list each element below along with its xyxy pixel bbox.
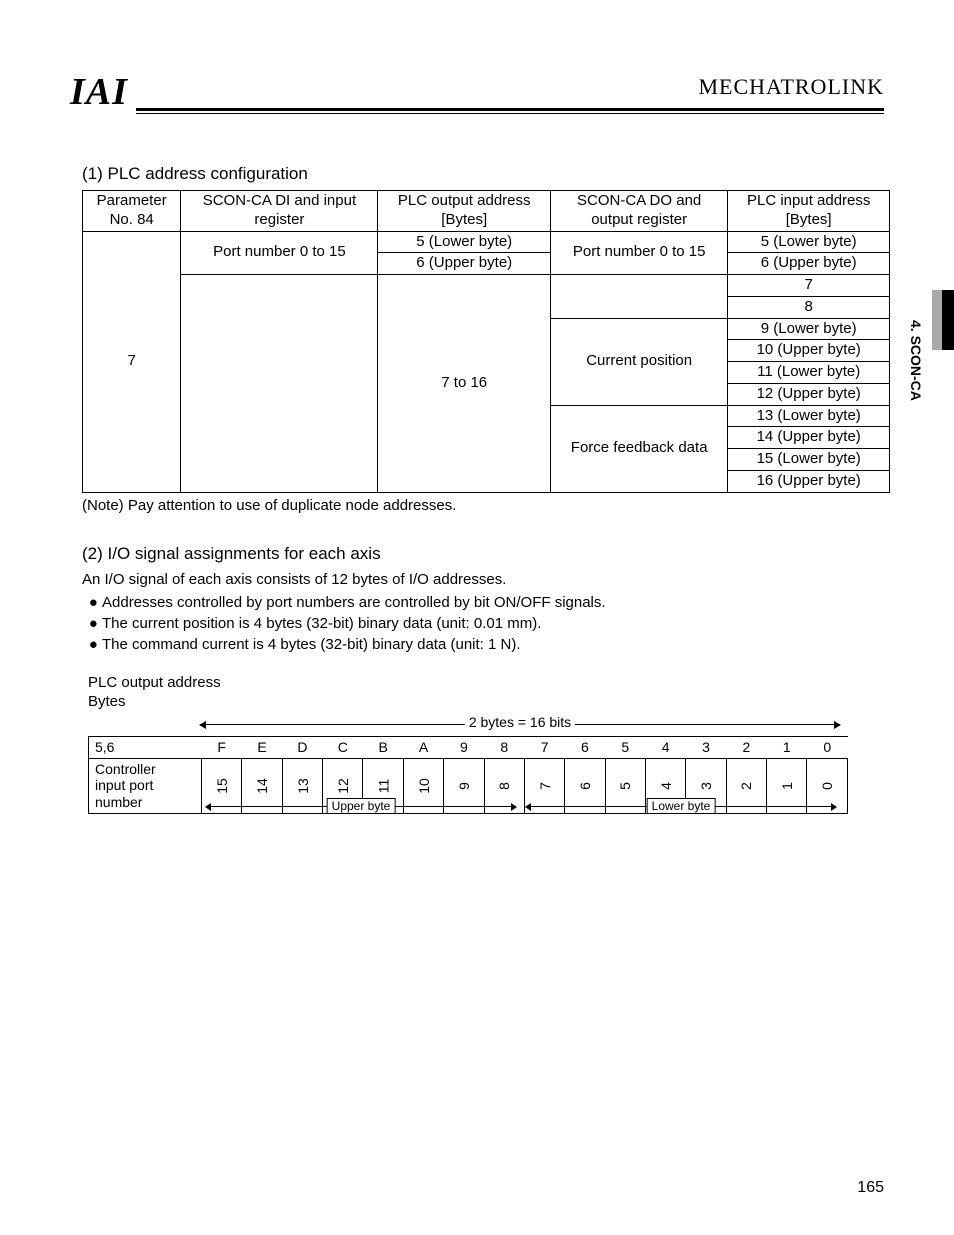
section2-intro: An I/O signal of each axis consists of 1… <box>82 570 884 590</box>
bit-hex: D <box>282 736 322 758</box>
plc-output-label: PLC output address Bytes <box>88 673 884 712</box>
bit-hex: 0 <box>807 736 848 758</box>
out-byte: 5 (Lower byte) <box>378 231 550 253</box>
bit-hex: B <box>363 736 403 758</box>
page-header: IAI MECHATROLINK <box>70 70 884 114</box>
col-header: SCON-CA DO andoutput register <box>550 191 727 232</box>
bullet-item: The current position is 4 bytes (32-bit)… <box>102 613 884 634</box>
bit-cell: 11 <box>363 758 403 813</box>
in-byte: 6 (Upper byte) <box>728 253 890 275</box>
in-byte: 9 (Lower byte) <box>728 318 890 340</box>
param-value: 7 <box>83 231 181 492</box>
bit-row2-label: Controller input port number <box>89 758 202 813</box>
bit-hex: 1 <box>767 736 807 758</box>
bit-hex: 4 <box>645 736 685 758</box>
col-header: ParameterNo. 84 <box>83 191 181 232</box>
logo: IAI <box>70 70 128 114</box>
bit-hex: 3 <box>686 736 726 758</box>
bit-cell: 4 <box>645 758 685 813</box>
section1-note: (Note) Pay attention to use of duplicate… <box>82 497 884 514</box>
brand-text: MECHATROLINK <box>698 74 884 100</box>
section2-bullets: Addresses controlled by port numbers are… <box>82 592 884 655</box>
side-tab <box>932 290 954 350</box>
page-number: 165 <box>857 1179 884 1197</box>
in-byte: 15 (Lower byte) <box>728 449 890 471</box>
in-byte: 14 (Upper byte) <box>728 427 890 449</box>
di-empty <box>181 275 378 493</box>
bit-cell: 13 <box>282 758 322 813</box>
bit-cell: 12 <box>323 758 363 813</box>
side-chapter-label: 4. SCON-CA <box>908 320 924 401</box>
bit-cell: 6 <box>565 758 605 813</box>
in-byte: 13 (Lower byte) <box>728 405 890 427</box>
section1-title: (1) PLC address configuration <box>82 164 884 184</box>
do-force-feedback: Force feedback data <box>550 405 727 492</box>
bit-cell: 7 <box>524 758 564 813</box>
bit-hex: 7 <box>524 736 564 758</box>
out-range: 7 to 16 <box>378 275 550 493</box>
bit-cell: 9 <box>444 758 484 813</box>
bit-hex: 5 <box>605 736 645 758</box>
bit-cell: 8 <box>484 758 524 813</box>
bit-cell: 14 <box>242 758 282 813</box>
do-port-range: Port number 0 to 15 <box>550 231 727 275</box>
bit-cell: 1 <box>767 758 807 813</box>
bit-hex: 6 <box>565 736 605 758</box>
plc-config-table: ParameterNo. 84 SCON-CA DI and inputregi… <box>82 190 890 493</box>
bit-span-label: 2 bytes = 16 bits <box>465 714 575 730</box>
bit-hex: F <box>202 736 242 758</box>
bit-cell: 2 <box>726 758 766 813</box>
bit-cell: 3 <box>686 758 726 813</box>
bit-hex: 8 <box>484 736 524 758</box>
out-byte: 6 (Upper byte) <box>378 253 550 275</box>
bit-cell: 5 <box>605 758 645 813</box>
bit-hex: C <box>323 736 363 758</box>
bit-hex: 2 <box>726 736 766 758</box>
bit-cell: 10 <box>403 758 443 813</box>
bit-hex: 9 <box>444 736 484 758</box>
col-header: PLC output address[Bytes] <box>378 191 550 232</box>
in-byte: 8 <box>728 296 890 318</box>
col-header: PLC input address[Bytes] <box>728 191 890 232</box>
bit-row-label: 5,6 <box>89 736 202 758</box>
bullet-item: Addresses controlled by port numbers are… <box>102 592 884 613</box>
bit-hex: A <box>403 736 443 758</box>
bit-diagram: 2 bytes = 16 bits 5,6 F E D C B A 9 8 7 … <box>88 716 868 820</box>
in-byte: 10 (Upper byte) <box>728 340 890 362</box>
di-port-range: Port number 0 to 15 <box>181 231 378 275</box>
bit-hex: E <box>242 736 282 758</box>
bit-cell: 15 <box>202 758 242 813</box>
do-current-position: Current position <box>550 318 727 405</box>
in-byte: 7 <box>728 275 890 297</box>
section2-title: (2) I/O signal assignments for each axis <box>82 544 884 564</box>
bit-cell: 0 <box>807 758 848 813</box>
in-byte: 12 (Upper byte) <box>728 383 890 405</box>
header-rule: MECHATROLINK <box>136 108 884 114</box>
bullet-item: The command current is 4 bytes (32-bit) … <box>102 634 884 655</box>
in-byte: 5 (Lower byte) <box>728 231 890 253</box>
in-byte: 11 (Lower byte) <box>728 362 890 384</box>
col-header: SCON-CA DI and inputregister <box>181 191 378 232</box>
in-byte: 16 (Upper byte) <box>728 470 890 492</box>
do-empty <box>550 275 727 319</box>
